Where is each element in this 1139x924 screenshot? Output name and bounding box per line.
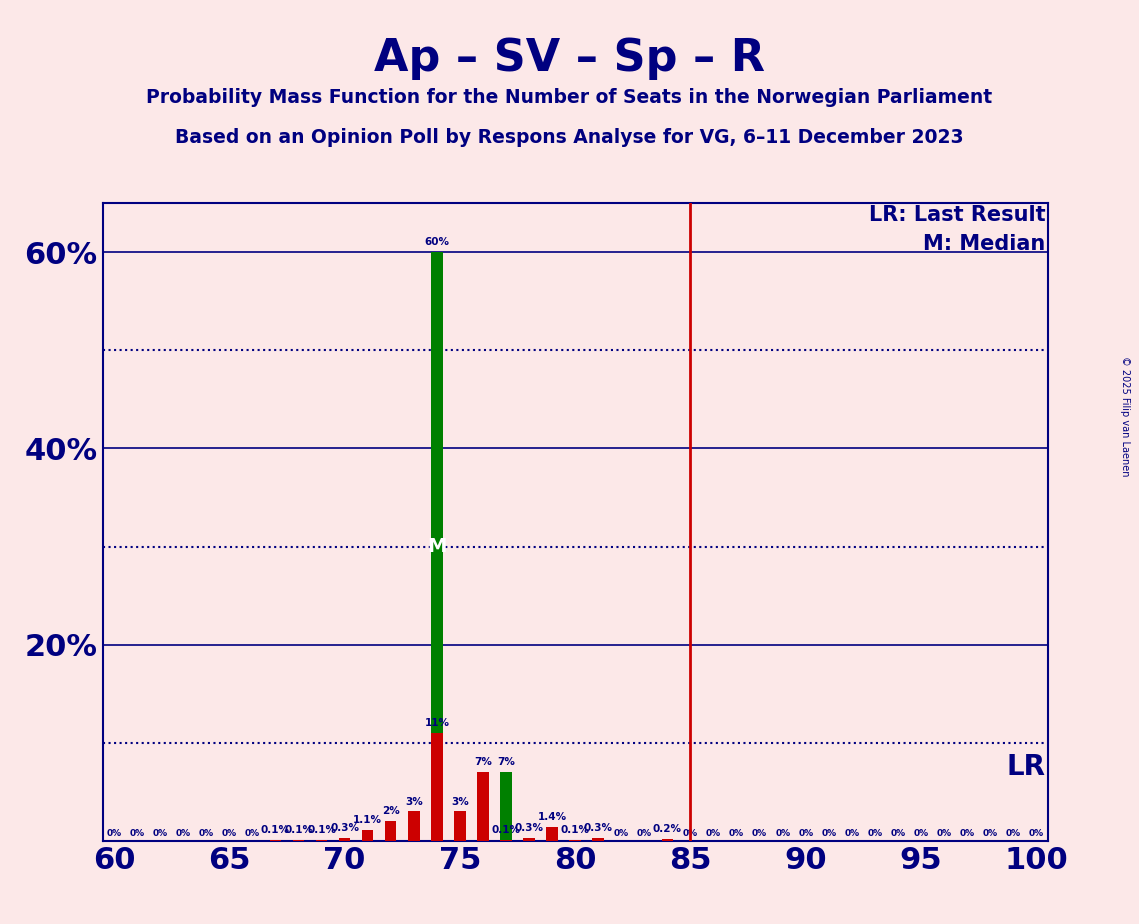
Text: 7%: 7% [497, 758, 515, 767]
Text: M: M [427, 537, 446, 556]
Text: 3%: 3% [451, 796, 469, 807]
Text: 0%: 0% [798, 830, 813, 838]
Text: M: Median: M: Median [924, 235, 1046, 254]
Text: 0%: 0% [153, 830, 167, 838]
Text: 0%: 0% [683, 830, 698, 838]
Text: 0.1%: 0.1% [284, 825, 313, 835]
Text: 0%: 0% [752, 830, 768, 838]
Bar [408, 811, 419, 841]
Text: 0.1%: 0.1% [308, 825, 336, 835]
Text: 0%: 0% [960, 830, 975, 838]
Text: 0%: 0% [891, 830, 906, 838]
Text: 0.3%: 0.3% [330, 823, 359, 833]
Bar [454, 838, 466, 841]
Bar [316, 840, 327, 841]
Text: 0%: 0% [198, 830, 214, 838]
Text: © 2025 Filip van Laenen: © 2025 Filip van Laenen [1120, 356, 1130, 476]
Text: 7%: 7% [474, 758, 492, 767]
Bar [592, 838, 604, 841]
Bar [385, 838, 396, 841]
Text: 0%: 0% [983, 830, 998, 838]
Text: 0.1%: 0.1% [261, 825, 290, 835]
Text: 2%: 2% [382, 807, 400, 816]
Bar [408, 838, 419, 841]
Text: 1.1%: 1.1% [353, 815, 383, 825]
Bar [362, 838, 374, 841]
Bar [270, 840, 281, 841]
Text: 0.3%: 0.3% [515, 823, 543, 833]
Bar [523, 838, 535, 841]
Text: 0.3%: 0.3% [584, 823, 613, 833]
Bar [547, 827, 558, 841]
Bar [293, 840, 304, 841]
Bar [570, 840, 581, 841]
Text: 0%: 0% [222, 830, 237, 838]
Text: 0.2%: 0.2% [653, 824, 682, 834]
Bar [662, 839, 673, 841]
Text: 1.4%: 1.4% [538, 812, 567, 822]
Text: 0%: 0% [844, 830, 860, 838]
Bar [500, 772, 511, 841]
Text: 0%: 0% [868, 830, 883, 838]
Text: 0%: 0% [1006, 830, 1021, 838]
Text: 0%: 0% [821, 830, 836, 838]
Text: 0%: 0% [245, 830, 260, 838]
Bar [362, 830, 374, 841]
Text: 0%: 0% [729, 830, 744, 838]
Text: 0%: 0% [1029, 830, 1044, 838]
Text: 0.1%: 0.1% [560, 825, 590, 835]
Text: Ap – SV – Sp – R: Ap – SV – Sp – R [374, 37, 765, 80]
Text: 0.1%: 0.1% [492, 825, 521, 835]
Text: 60%: 60% [425, 237, 450, 248]
Text: 0%: 0% [637, 830, 652, 838]
Bar [547, 838, 558, 841]
Bar [477, 772, 489, 841]
Text: 0%: 0% [936, 830, 952, 838]
Text: LR: Last Result: LR: Last Result [869, 205, 1046, 225]
Text: Based on an Opinion Poll by Respons Analyse for VG, 6–11 December 2023: Based on an Opinion Poll by Respons Anal… [175, 128, 964, 147]
Bar [270, 840, 281, 841]
Bar [339, 838, 351, 841]
Bar [454, 811, 466, 841]
Bar [431, 252, 443, 841]
Text: 0%: 0% [776, 830, 790, 838]
Text: 0%: 0% [175, 830, 190, 838]
Text: 3%: 3% [405, 796, 423, 807]
Bar [385, 821, 396, 841]
Text: LR: LR [1007, 753, 1046, 782]
Bar [523, 840, 535, 841]
Text: 11%: 11% [425, 718, 450, 728]
Text: 0%: 0% [913, 830, 928, 838]
Bar [431, 733, 443, 841]
Text: Probability Mass Function for the Number of Seats in the Norwegian Parliament: Probability Mass Function for the Number… [147, 88, 992, 107]
Text: 0%: 0% [106, 830, 122, 838]
Text: 0%: 0% [706, 830, 721, 838]
Text: 0%: 0% [130, 830, 145, 838]
Bar [339, 840, 351, 841]
Bar [477, 838, 489, 841]
Text: 0%: 0% [614, 830, 629, 838]
Bar [500, 840, 511, 841]
